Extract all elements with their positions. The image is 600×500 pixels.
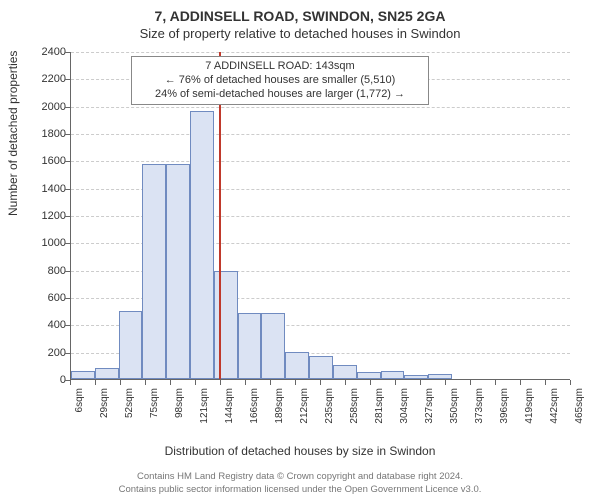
- x-tick-label: 212sqm: [299, 388, 310, 438]
- annotation-line-3: 24% of semi-detached houses are larger (…: [138, 88, 422, 102]
- x-tick-mark: [345, 380, 346, 385]
- plot-area: 7 ADDINSELL ROAD: 143sqm ← 76% of detach…: [70, 52, 570, 380]
- histogram-bar: [381, 371, 405, 379]
- y-tick-label: 1600: [34, 155, 66, 167]
- footer-attribution: Contains HM Land Registry data © Crown c…: [0, 471, 600, 496]
- x-tick-label: 396sqm: [499, 388, 510, 438]
- x-tick-label: 258sqm: [349, 388, 360, 438]
- x-tick-mark: [520, 380, 521, 385]
- x-tick-mark: [220, 380, 221, 385]
- histogram-bar: [190, 111, 214, 379]
- histogram-bar: [261, 313, 285, 379]
- x-tick-label: 189sqm: [274, 388, 285, 438]
- x-axis-label: Distribution of detached houses by size …: [0, 444, 600, 458]
- histogram-bar: [285, 352, 309, 379]
- x-tick-label: 442sqm: [549, 388, 560, 438]
- x-tick-label: 327sqm: [424, 388, 435, 438]
- x-tick-mark: [270, 380, 271, 385]
- x-tick-mark: [570, 380, 571, 385]
- x-tick-label: 235sqm: [324, 388, 335, 438]
- x-tick-label: 29sqm: [99, 388, 110, 438]
- x-tick-mark: [445, 380, 446, 385]
- histogram-bar: [71, 371, 95, 379]
- histogram-bar: [95, 368, 119, 379]
- histogram-bar: [428, 374, 452, 379]
- histogram-bar: [214, 271, 238, 379]
- y-tick-label: 2000: [34, 101, 66, 113]
- x-tick-label: 52sqm: [124, 388, 135, 438]
- histogram-bar: [404, 375, 428, 379]
- histogram-bar: [357, 372, 381, 379]
- x-tick-mark: [320, 380, 321, 385]
- x-tick-label: 350sqm: [449, 388, 460, 438]
- x-tick-mark: [470, 380, 471, 385]
- x-tick-mark: [295, 380, 296, 385]
- x-tick-label: 6sqm: [74, 388, 85, 438]
- x-tick-label: 75sqm: [149, 388, 160, 438]
- x-tick-mark: [145, 380, 146, 385]
- histogram-bar: [309, 356, 333, 379]
- x-tick-mark: [95, 380, 96, 385]
- y-tick-label: 0: [34, 374, 66, 386]
- y-axis-label: Number of detached properties: [6, 51, 20, 216]
- y-tick-label: 400: [34, 319, 66, 331]
- x-tick-mark: [395, 380, 396, 385]
- x-tick-mark: [370, 380, 371, 385]
- chart-container: 7, ADDINSELL ROAD, SWINDON, SN25 2GA Siz…: [0, 0, 600, 500]
- annotation-line-2: ← 76% of detached houses are smaller (5,…: [138, 74, 422, 88]
- x-tick-mark: [120, 380, 121, 385]
- footer-line-2: Contains public sector information licen…: [0, 484, 600, 496]
- x-tick-label: 304sqm: [399, 388, 410, 438]
- x-tick-mark: [495, 380, 496, 385]
- x-tick-label: 144sqm: [224, 388, 235, 438]
- x-tick-label: 281sqm: [374, 388, 385, 438]
- x-tick-mark: [245, 380, 246, 385]
- page-title: 7, ADDINSELL ROAD, SWINDON, SN25 2GA: [0, 0, 600, 24]
- x-tick-mark: [70, 380, 71, 385]
- y-tick-label: 1200: [34, 210, 66, 222]
- x-tick-label: 373sqm: [474, 388, 485, 438]
- chart-subtitle: Size of property relative to detached ho…: [0, 24, 600, 45]
- x-tick-label: 465sqm: [574, 388, 585, 438]
- histogram-bar: [166, 164, 190, 379]
- y-tick-label: 1400: [34, 183, 66, 195]
- x-tick-label: 98sqm: [174, 388, 185, 438]
- y-tick-label: 2400: [34, 46, 66, 58]
- histogram-bar: [142, 164, 166, 379]
- y-tick-label: 1800: [34, 128, 66, 140]
- histogram-bar: [238, 313, 262, 379]
- x-tick-label: 121sqm: [199, 388, 210, 438]
- footer-line-1: Contains HM Land Registry data © Crown c…: [0, 471, 600, 483]
- y-tick-label: 1000: [34, 237, 66, 249]
- x-tick-mark: [170, 380, 171, 385]
- y-tick-label: 200: [34, 347, 66, 359]
- y-tick-label: 800: [34, 265, 66, 277]
- histogram-bar: [119, 311, 143, 379]
- y-tick-label: 600: [34, 292, 66, 304]
- x-tick-label: 166sqm: [249, 388, 260, 438]
- annotation-box: 7 ADDINSELL ROAD: 143sqm ← 76% of detach…: [131, 56, 429, 105]
- histogram-bar: [333, 365, 357, 379]
- x-tick-mark: [420, 380, 421, 385]
- x-tick-mark: [545, 380, 546, 385]
- x-tick-label: 419sqm: [524, 388, 535, 438]
- y-tick-label: 2200: [34, 73, 66, 85]
- x-tick-mark: [195, 380, 196, 385]
- annotation-line-1: 7 ADDINSELL ROAD: 143sqm: [138, 60, 422, 74]
